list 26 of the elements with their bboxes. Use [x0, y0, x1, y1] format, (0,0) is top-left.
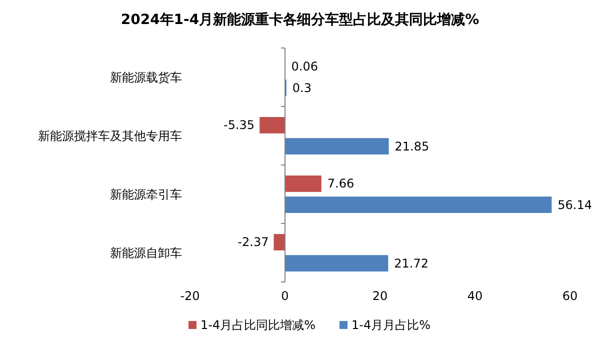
data-label: 56.14	[558, 198, 592, 212]
y-tick-label: 新能源载货车	[110, 70, 182, 84]
x-tick-label: 60	[562, 289, 578, 303]
y-tick-label: 新能源自卸车	[110, 246, 182, 260]
bar	[285, 196, 552, 213]
x-tick-label: 20	[372, 289, 388, 303]
x-tick-label: 40	[467, 289, 483, 303]
data-label: 0.06	[291, 60, 318, 74]
x-tick-label: -20	[180, 289, 200, 303]
data-label: 21.72	[394, 256, 429, 270]
y-tick-label: 新能源牵引车	[110, 187, 182, 202]
data-label: 0.3	[292, 80, 312, 95]
data-label: -2.37	[238, 235, 269, 250]
data-label: 21.85	[394, 139, 430, 154]
bar	[285, 138, 389, 154]
bar	[260, 117, 285, 134]
bar	[285, 176, 322, 192]
data-label: -5.35	[224, 118, 255, 132]
legend-label: 1-4月月占比%	[352, 318, 431, 332]
chart-title: 2024年1-4月新能源重卡各细分车型占比及其同比增减%	[120, 11, 480, 28]
data-label: 7.66	[327, 176, 354, 191]
legend-label: 1-4月占比同比增减%	[200, 318, 316, 332]
y-tick-label: 新能源搅拌车及其他专用车	[38, 128, 182, 143]
bar	[285, 255, 388, 272]
bar	[274, 234, 285, 250]
x-tick-label: 0	[281, 289, 289, 303]
